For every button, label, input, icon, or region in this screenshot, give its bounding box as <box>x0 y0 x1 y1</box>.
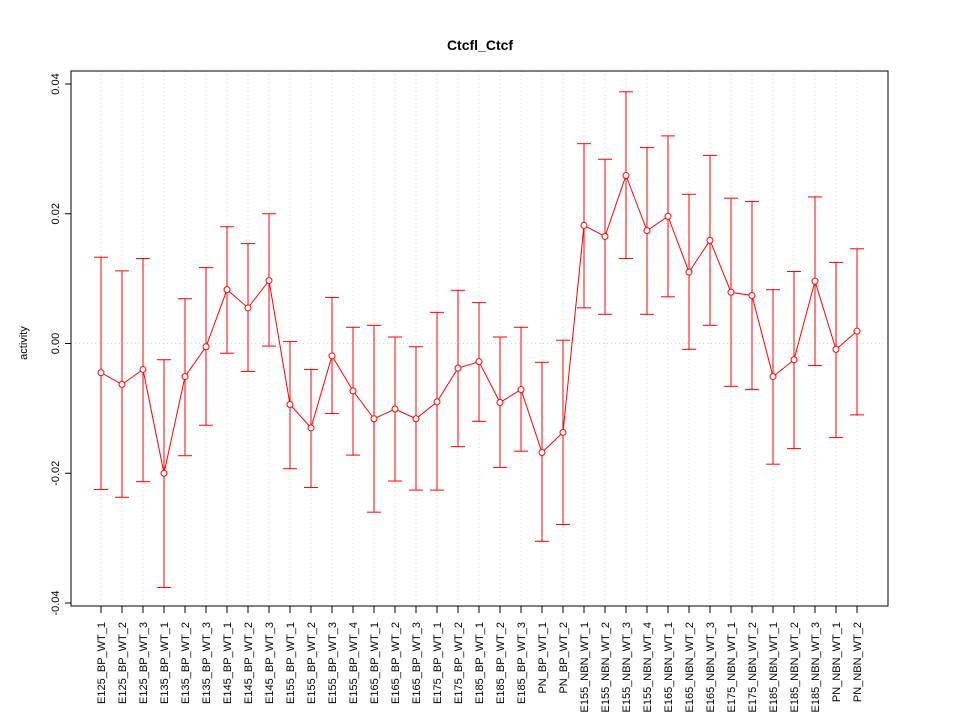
x-tick-label: E145_BP_WT_1 <box>222 622 234 704</box>
x-tick-label: E165_BP_WT_1 <box>369 622 381 704</box>
data-point <box>706 236 714 244</box>
data-point <box>307 424 315 432</box>
x-tick-label: E175_NBN_WT_1 <box>726 622 738 713</box>
data-point <box>391 405 399 413</box>
x-tick-label: E145_BP_WT_2 <box>243 622 255 704</box>
data-point <box>811 277 819 285</box>
data-point <box>286 400 294 408</box>
data-point <box>496 399 504 407</box>
data-point <box>853 327 861 335</box>
data-marks <box>94 91 864 588</box>
x-tick-label: E165_NBN_WT_2 <box>684 622 696 713</box>
x-tick-label: E185_BP_WT_3 <box>516 622 528 704</box>
data-point <box>181 373 189 381</box>
data-point <box>118 380 126 388</box>
x-tick-label: E145_BP_WT_3 <box>264 622 276 704</box>
data-point <box>97 369 105 377</box>
x-tick-label: E155_NBN_WT_3 <box>621 622 633 713</box>
x-tick-label: E185_NBN_WT_1 <box>768 622 780 713</box>
x-tick-label: E155_NBN_WT_1 <box>579 622 591 713</box>
data-point <box>601 232 609 240</box>
x-tick-label: E175_BP_WT_1 <box>432 622 444 704</box>
data-point <box>664 212 672 220</box>
chart-title: Ctcfl_Ctcf <box>447 37 513 53</box>
data-point <box>475 358 483 366</box>
x-tick-label: E175_NBN_WT_2 <box>747 622 759 713</box>
x-tick-label: E165_BP_WT_2 <box>390 622 402 704</box>
data-point <box>643 227 651 235</box>
y-tick-label: 0.02 <box>50 203 62 224</box>
x-tick-label: E165_NBN_WT_3 <box>705 622 717 713</box>
data-point <box>454 364 462 372</box>
x-tick-label: PN_NBN_WT_1 <box>831 622 843 702</box>
x-tick-label: PN_NBN_WT_2 <box>852 622 864 702</box>
data-point <box>139 365 147 373</box>
data-point <box>265 277 273 285</box>
x-tick-label: PN_BP_WT_2 <box>558 622 570 694</box>
x-tick-label: E135_BP_WT_1 <box>159 622 171 704</box>
data-point <box>412 415 420 423</box>
y-axis-label: activity <box>18 326 30 360</box>
data-point <box>223 286 231 294</box>
x-tick-label: E125_BP_WT_1 <box>96 622 108 704</box>
data-point <box>727 288 735 296</box>
y-tick-label: 0.00 <box>50 333 62 354</box>
data-point <box>370 415 378 423</box>
x-tick-label: E165_BP_WT_3 <box>411 622 423 704</box>
axes: -0.04 -0.02 0.00 0.02 0.04 E125_BP_WT_1 E125_B… <box>50 73 864 712</box>
data-point <box>349 387 357 395</box>
x-tick-label: E155_BP_WT_3 <box>327 622 339 704</box>
x-tick-label: E155_BP_WT_2 <box>306 622 318 704</box>
x-tick-label: E155_BP_WT_1 <box>285 622 297 704</box>
x-tick-label: E185_NBN_WT_2 <box>789 622 801 713</box>
x-tick-label: E175_BP_WT_2 <box>453 622 465 704</box>
x-tick-label: E185_BP_WT_2 <box>495 622 507 704</box>
data-point <box>748 291 756 299</box>
data-point <box>160 469 168 477</box>
data-point <box>685 268 693 276</box>
plot-frame <box>70 70 889 607</box>
data-point <box>622 171 630 179</box>
y-tick-label: -0.02 <box>50 461 62 486</box>
x-tick-label: PN_BP_WT_1 <box>537 622 549 694</box>
x-tick-label: E125_BP_WT_3 <box>138 622 150 704</box>
data-point <box>769 373 777 381</box>
data-point <box>580 221 588 229</box>
data-point <box>328 352 336 360</box>
y-tick-label: 0.04 <box>50 73 62 94</box>
x-tick-label: E155_NBN_WT_2 <box>600 622 612 713</box>
data-point <box>832 345 840 353</box>
data-point <box>790 356 798 364</box>
y-tick-label: -0.04 <box>50 590 62 615</box>
data-point <box>517 386 525 394</box>
x-tick-label: E185_BP_WT_1 <box>474 622 486 704</box>
x-tick-label: E135_BP_WT_3 <box>201 622 213 704</box>
x-tick-label: E185_NBN_WT_3 <box>810 622 822 713</box>
data-point <box>559 428 567 436</box>
x-tick-label: E125_BP_WT_2 <box>117 622 129 704</box>
x-tick-label: E155_NBN_WT_4 <box>642 622 654 713</box>
data-point <box>244 304 252 312</box>
data-point <box>202 343 210 351</box>
data-point <box>538 448 546 456</box>
x-tick-label: E155_BP_WT_4 <box>348 622 360 704</box>
x-tick-label: E135_BP_WT_2 <box>180 622 192 704</box>
data-point <box>433 398 441 406</box>
x-tick-label: E165_NBN_WT_1 <box>663 622 675 713</box>
